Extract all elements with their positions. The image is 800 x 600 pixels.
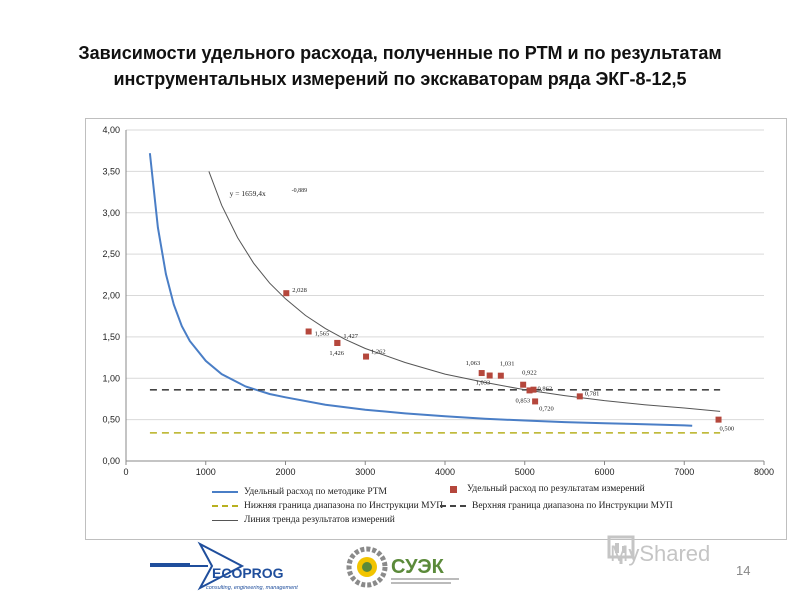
point-label: 0,781 [585,390,600,397]
myshared-watermark: MyShared [606,534,776,574]
y-tick-label: 1,00 [102,373,120,383]
y-tick-label: 4,00 [102,125,120,135]
point-label: 0,862 [538,386,553,393]
point-label: 1,426 [329,350,344,357]
x-tick-label: 8000 [754,467,774,477]
x-tick-label: 4000 [435,467,455,477]
myshared-text: MyShared [610,541,711,566]
point-label: 1,031 [500,361,515,368]
legend-swatch-trend [212,519,238,521]
measured-point [526,387,533,394]
y-tick-label: 3,00 [102,208,120,218]
page-number: 14 [736,563,751,578]
y-tick-label: 2,50 [102,249,120,259]
trend-line [208,171,721,412]
measured-point [283,290,290,297]
rtm-line [148,153,693,427]
trend-equation: y = 1659,4x [230,189,266,198]
measured-point [478,370,485,377]
legend-label-measured: Удельный расход по результатам измерений [467,484,645,494]
legend-label-lower: Нижняя граница диапазона по Инструкции М… [244,501,444,511]
legend-label-trend: Линия тренда результатов измерений [244,515,395,525]
suek-name: СУЭК [391,556,445,578]
suek-logo: СУЭК [346,546,459,588]
myshared-icon [607,535,635,564]
measured-point [363,353,370,360]
point-label: 0,720 [539,405,554,412]
point-label: 1,033 [476,380,491,387]
measured-point [530,386,537,393]
measured-point [486,372,493,379]
x-tick-label: 5000 [515,467,535,477]
x-tick-label: 1000 [196,467,216,477]
point-label: 0,853 [516,397,531,404]
x-tick-label: 0 [123,467,128,477]
x-tick-label: 2000 [275,467,295,477]
ecoprog-logo: ECOPROG consulting, engineering, managem… [150,541,298,591]
legend-item-upper: Верхняя граница диапазона по Инструкции … [440,501,673,511]
title-line-2: инструментальных измерений по экскаватор… [113,69,687,89]
point-label: 2,028 [292,287,307,294]
chart-area: 0,00 0,50 1,00 1,50 2,00 2,50 3,00 3,50 4,00 0 100… [85,118,787,540]
y-tick-label: 0,50 [102,415,120,425]
legend-item-lower: Нижняя граница диапазона по Инструкции М… [212,501,443,511]
ecoprog-name: ECOPROG [212,565,284,581]
legend-item-rtm: Удельный расход по методике РТМ [212,487,387,497]
point-label: 0,500 [720,426,735,433]
legend-label-rtm: Удельный расход по методике РТМ [244,487,387,497]
legend-item-measured: Удельный расход по результатам измерений [440,484,645,494]
legend-item-trend: Линия тренда результатов измерений [212,515,395,525]
y-tick-label: 2,00 [102,291,120,301]
measured-point [497,372,504,379]
legend-swatch-measured [450,485,457,493]
x-tick-label: 7000 [674,467,694,477]
legend-swatch-upper [440,505,466,507]
legend-swatch-rtm [212,491,238,493]
y-tick-label: 1,50 [102,332,120,342]
measured-point [715,416,722,423]
point-label: 1,427 [343,333,358,340]
measured-point [334,339,341,346]
point-label: 1,565 [315,330,330,337]
ecoprog-tagline: consulting, engineering, management [206,585,298,591]
x-tick-label: 3000 [355,467,375,477]
measured-point [305,328,312,335]
y-tick-label: 0,00 [102,456,120,466]
point-label: 1,063 [466,360,481,367]
x-tick-label: 6000 [594,467,614,477]
chart-svg: 0,00 0,50 1,00 1,50 2,00 2,50 3,00 3,50 4,00 0 100… [102,125,774,477]
trend-exponent: -0,889 [292,188,308,194]
point-label: 0,922 [522,370,537,377]
y-tick-label: 3,50 [102,166,120,176]
title-line-1: Зависимости удельного расхода, полученны… [78,43,722,63]
slide-title: Зависимости удельного расхода, полученны… [20,40,780,92]
measured-point [576,393,583,400]
point-label: 1,262 [371,349,386,356]
legend-label-upper: Верхняя граница диапазона по Инструкции … [472,501,673,511]
legend-swatch-lower [212,505,238,507]
measured-point [532,398,539,405]
measured-point [520,381,527,388]
